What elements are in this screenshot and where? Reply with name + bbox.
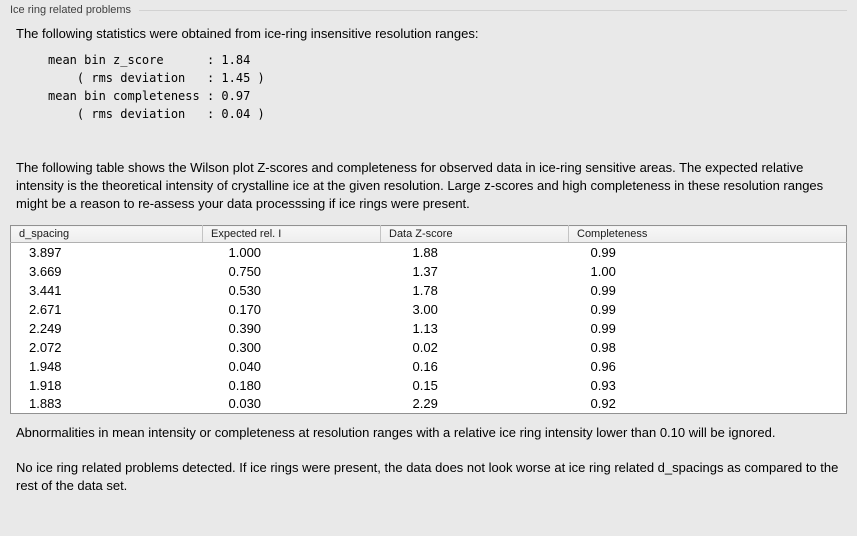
panel-header-rule xyxy=(139,10,847,11)
table-cell: 0.030 xyxy=(228,396,262,412)
table-header-completeness[interactable]: Completeness xyxy=(568,225,847,243)
table-cell: 0.99 xyxy=(590,301,616,317)
table-row[interactable]: 2.671 0.170 3.00 0.99 xyxy=(11,300,847,319)
table-cell: 0.99 xyxy=(590,320,616,336)
table-row[interactable]: 1.883 0.030 2.29 0.92 xyxy=(11,395,847,414)
table-header-row: d_spacing Expected rel. I Data Z-score C… xyxy=(10,225,847,243)
table-cell: 1.883 xyxy=(29,396,62,412)
table-cell: 0.92 xyxy=(590,396,616,412)
table-cell: 0.16 xyxy=(412,358,438,374)
table-row[interactable]: 1.918 0.180 0.15 0.93 xyxy=(11,376,847,395)
stats-line-completeness-rms: ( rms deviation : 0.04 ) xyxy=(48,107,265,121)
table-cell: 0.96 xyxy=(590,358,616,374)
table-cell: 2.072 xyxy=(29,339,62,355)
table-cell: 2.29 xyxy=(412,396,438,412)
table-row[interactable]: 3.441 0.530 1.78 0.99 xyxy=(11,281,847,300)
table-cell: 0.180 xyxy=(228,377,262,393)
table-row[interactable]: 2.249 0.390 1.13 0.99 xyxy=(11,319,847,338)
table-cell: 1.78 xyxy=(412,282,438,298)
table-cell: 1.13 xyxy=(412,320,438,336)
table-body: 3.897 1.000 1.88 0.99 3.669 0.750 1.37 1.00 3.44… xyxy=(11,243,847,414)
panel-content: The following statistics were obtained f… xyxy=(0,16,857,495)
table-cell: 0.530 xyxy=(228,282,262,298)
table-cell: 0.02 xyxy=(412,339,438,355)
table-cell: 3.00 xyxy=(412,301,438,317)
table-cell: 0.98 xyxy=(590,339,616,355)
table-cell: 1.948 xyxy=(29,358,62,374)
table-cell: 0.300 xyxy=(228,339,262,355)
panel-header: Ice ring related problems xyxy=(0,0,857,16)
table-cell: 1.918 xyxy=(29,377,62,393)
intro-text: The following statistics were obtained f… xyxy=(16,26,479,41)
table-cell: 1.88 xyxy=(412,244,438,260)
table-cell: 2.249 xyxy=(29,320,62,336)
table-cell: 1.37 xyxy=(412,263,438,279)
stats-block: mean bin z_score : 1.84 ( rms deviation … xyxy=(48,51,846,123)
table-cell: 3.441 xyxy=(29,282,62,298)
panel-title: Ice ring related problems xyxy=(10,3,132,16)
table-header-d-spacing[interactable]: d_spacing xyxy=(10,225,203,243)
table-cell: 1.00 xyxy=(590,263,616,279)
table-cell: 0.170 xyxy=(228,301,262,317)
conclusion-text: No ice ring related problems detected. I… xyxy=(16,460,839,493)
note-text: Abnormalities in mean intensity or compl… xyxy=(16,425,776,440)
stats-line-mean-completeness: mean bin completeness : 0.97 xyxy=(48,89,251,103)
table-cell: 3.897 xyxy=(29,244,62,260)
table-row[interactable]: 3.669 0.750 1.37 1.00 xyxy=(11,262,847,281)
table-cell: 0.750 xyxy=(228,263,262,279)
table-cell: 1.000 xyxy=(228,244,262,260)
table-cell: 0.040 xyxy=(228,358,262,374)
table-header-data-z-score[interactable]: Data Z-score xyxy=(380,225,569,243)
description-text: The following table shows the Wilson plo… xyxy=(16,160,824,211)
table-header-expected-rel-i[interactable]: Expected rel. I xyxy=(202,225,381,243)
stats-line-mean-z-score: mean bin z_score : 1.84 xyxy=(48,53,251,67)
table-cell: 3.669 xyxy=(29,263,62,279)
ice-ring-table-container: d_spacing Expected rel. I Data Z-score C… xyxy=(10,225,847,414)
stats-line-z-score-rms: ( rms deviation : 1.45 ) xyxy=(48,71,265,85)
table-row[interactable]: 2.072 0.300 0.02 0.98 xyxy=(11,338,847,357)
table-row[interactable]: 1.948 0.040 0.16 0.96 xyxy=(11,357,847,376)
table-cell: 0.99 xyxy=(590,244,616,260)
ice-ring-table: d_spacing Expected rel. I Data Z-score C… xyxy=(10,225,847,414)
table-cell: 0.93 xyxy=(590,377,616,393)
table-cell: 2.671 xyxy=(29,301,62,317)
table-cell: 0.99 xyxy=(590,282,616,298)
table-cell: 0.15 xyxy=(412,377,438,393)
table-cell: 0.390 xyxy=(228,320,262,336)
table-row[interactable]: 3.897 1.000 1.88 0.99 xyxy=(11,243,847,262)
